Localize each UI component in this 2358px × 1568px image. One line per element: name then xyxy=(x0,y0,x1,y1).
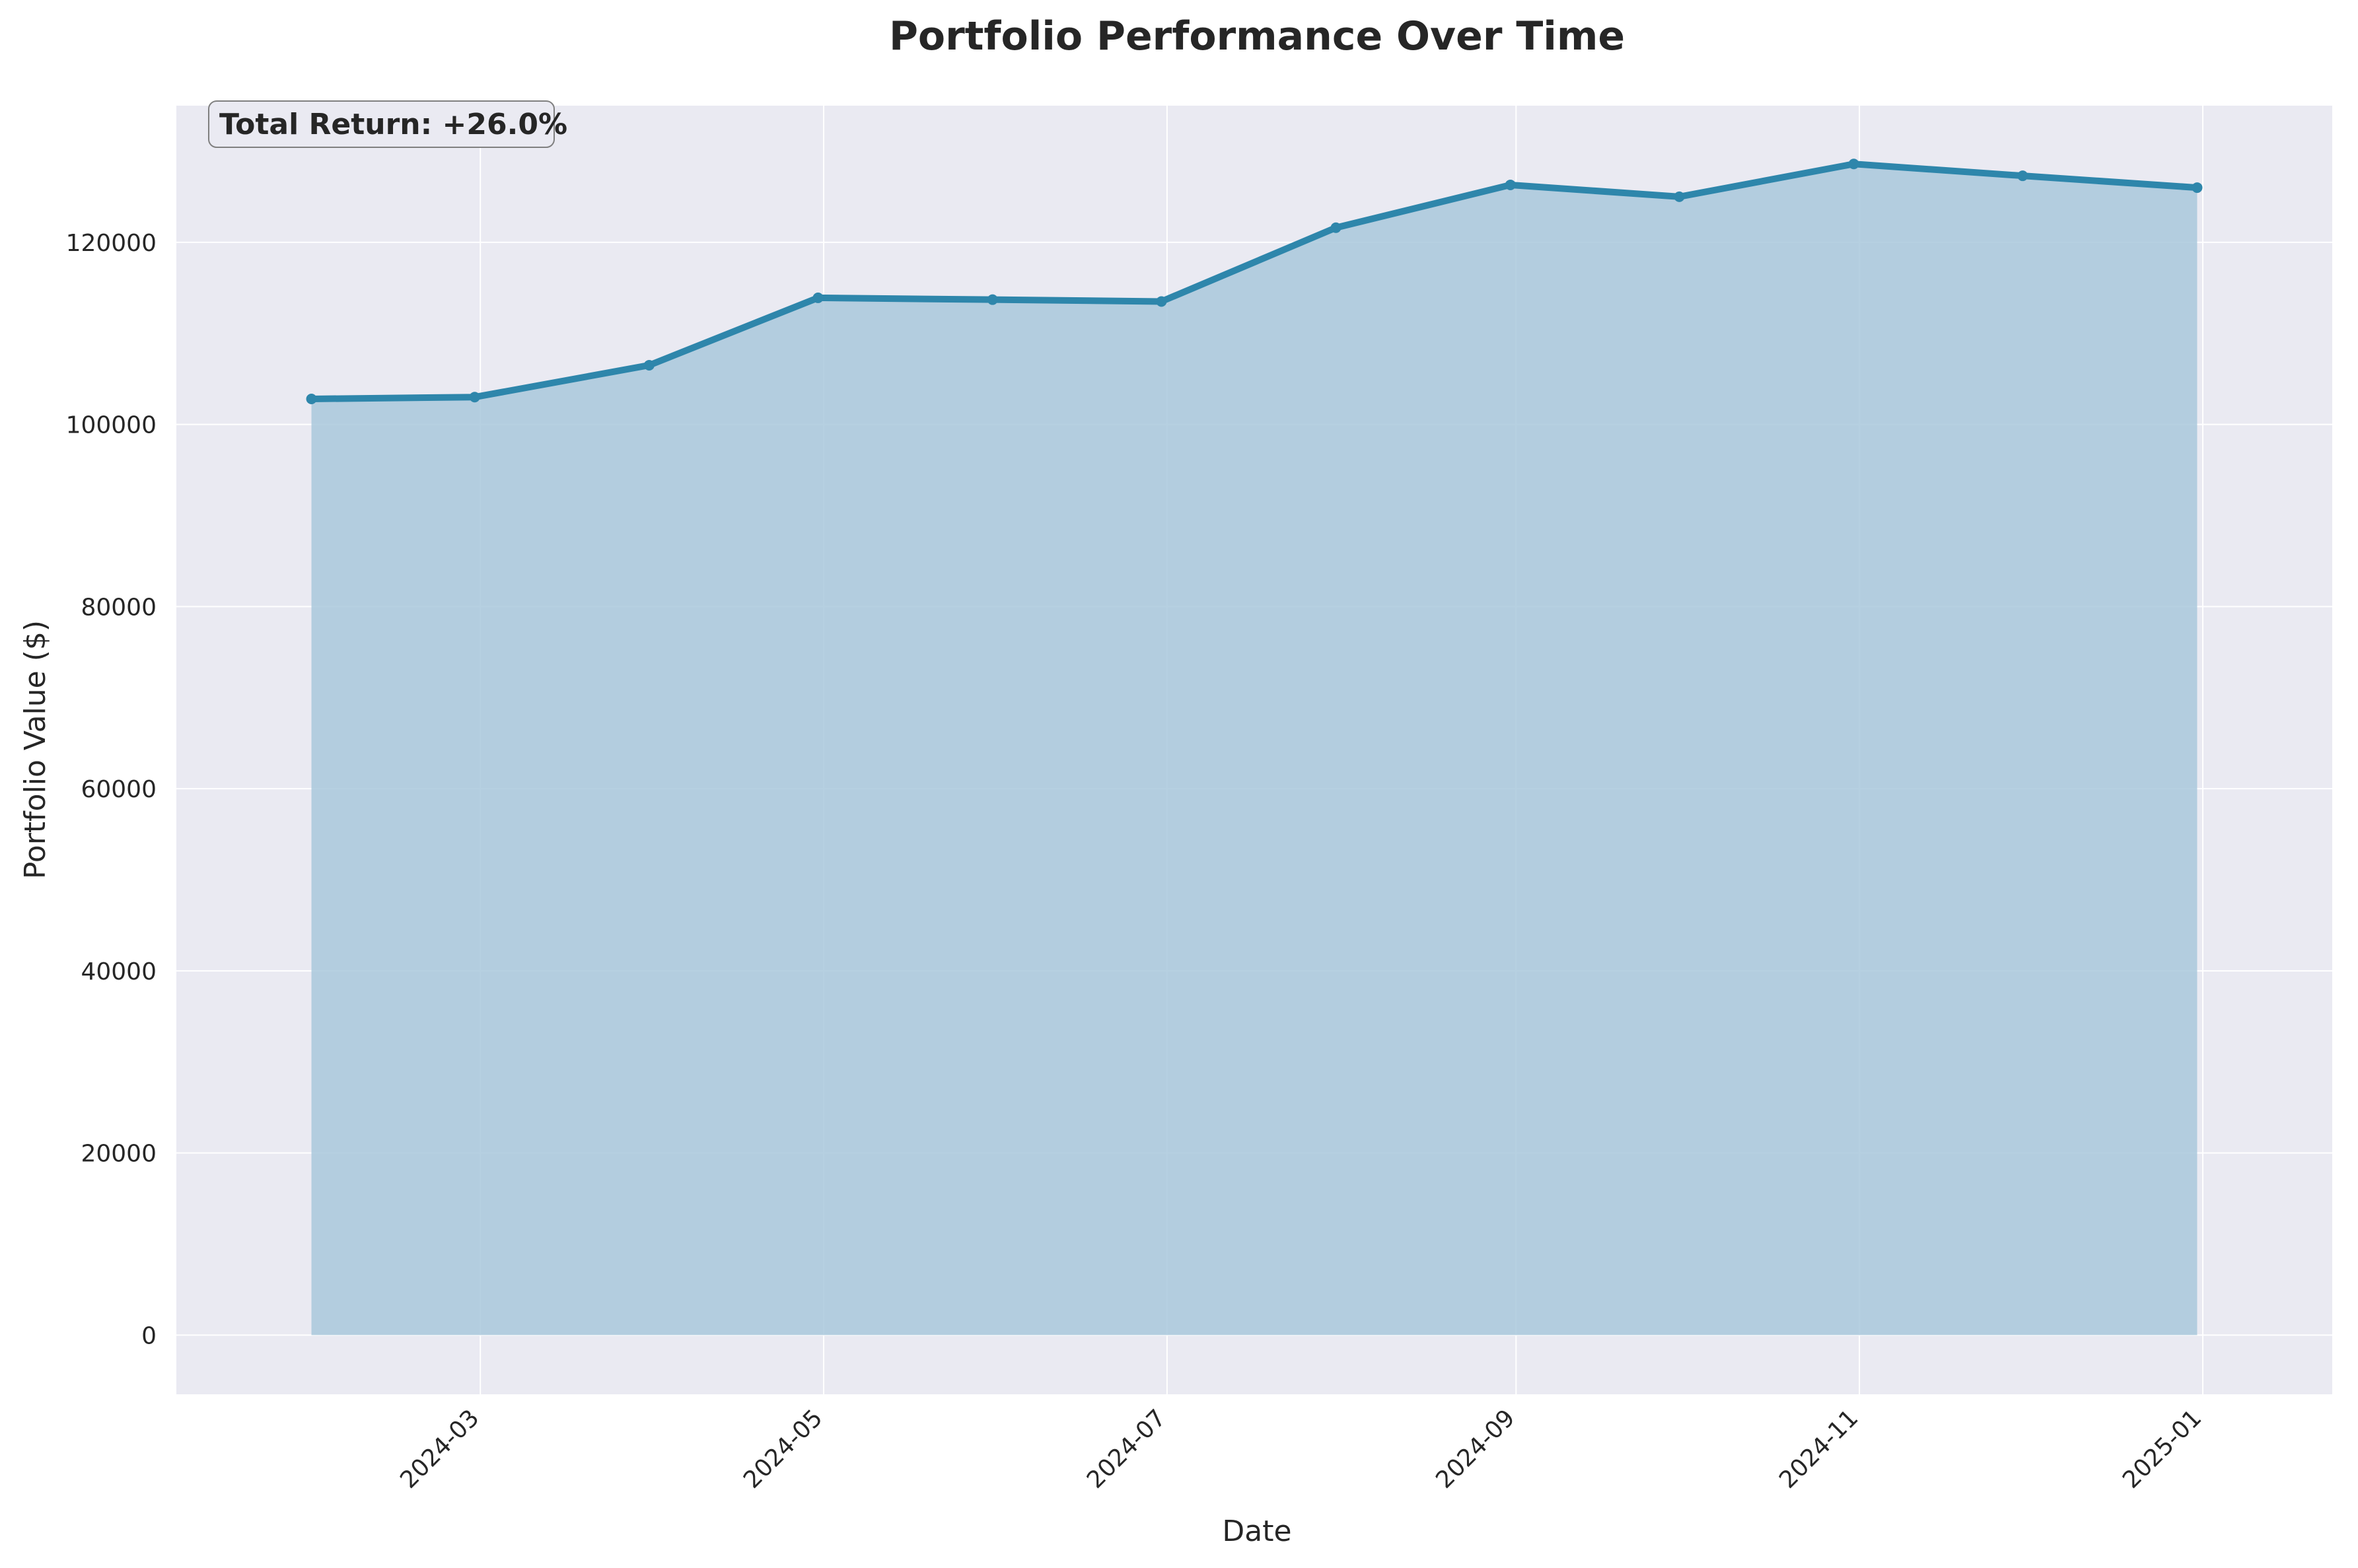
data-point xyxy=(812,292,824,303)
area-fill xyxy=(311,164,2197,1336)
annotation-text: Total Return: +26.0% xyxy=(219,108,567,141)
data-point xyxy=(1848,159,1859,170)
x-axis-label: Date xyxy=(1222,1515,1291,1548)
y-tick-labels: 0 20000 40000 60000 80000 100000 120000 xyxy=(66,230,157,1350)
data-points xyxy=(306,159,2203,404)
data-point xyxy=(1674,191,1685,202)
chart-title: Portfolio Performance Over Time xyxy=(889,13,1625,59)
y-tick-label: 80000 xyxy=(81,594,157,621)
data-point xyxy=(306,393,317,404)
data-point xyxy=(2017,170,2028,182)
series-line xyxy=(308,160,2201,402)
y-tick-label: 120000 xyxy=(66,230,157,257)
y-tick-label: 40000 xyxy=(81,958,157,985)
data-point xyxy=(643,359,655,371)
y-axis-label: Portfolio Value ($) xyxy=(18,620,52,879)
data-point xyxy=(987,294,998,305)
y-tick-label: 0 xyxy=(141,1322,157,1349)
total-return-annotation: Total Return: +26.0% xyxy=(208,100,567,148)
data-point xyxy=(2192,182,2203,194)
y-tick-label: 100000 xyxy=(66,412,157,439)
data-point xyxy=(1156,296,1167,307)
y-tick-label: 60000 xyxy=(81,776,157,803)
data-point xyxy=(1330,222,1341,233)
annotation-box xyxy=(208,100,555,148)
y-tick-label: 20000 xyxy=(81,1141,157,1168)
data-point xyxy=(469,392,480,403)
data-point xyxy=(1505,179,1516,190)
